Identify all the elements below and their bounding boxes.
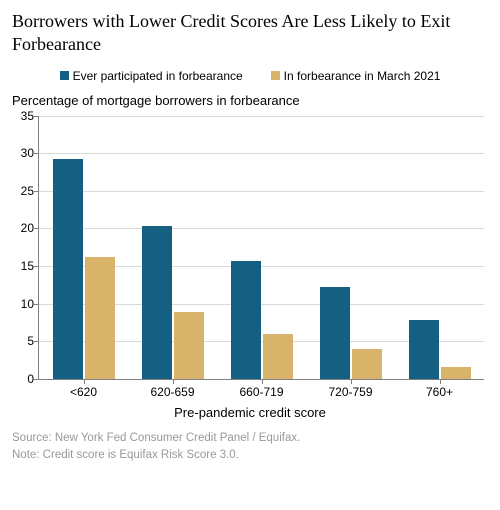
x-tick-label: 620-659 [150,385,194,399]
x-tick-label: 760+ [426,385,453,399]
source-line: Source: New York Fed Consumer Credit Pan… [12,430,488,447]
bar-series1 [320,287,350,379]
y-tick [34,379,39,380]
legend-label-1: Ever participated in forbearance [73,69,243,83]
gridline [39,228,484,229]
y-tick [34,341,39,342]
bar-series2 [174,312,204,379]
y-tick [34,228,39,229]
legend-label-2: In forbearance in March 2021 [284,69,441,83]
bar-series2 [352,349,382,378]
x-tick-label: <620 [70,385,97,399]
y-tick [34,116,39,117]
bar-series1 [409,320,439,379]
y-tick [34,153,39,154]
x-tick [84,379,85,384]
x-tick-label: 720-759 [328,385,372,399]
y-tick-label: 30 [12,146,34,160]
x-tick [262,379,263,384]
legend-item-1: Ever participated in forbearance [60,69,243,83]
bar-series1 [142,226,172,379]
x-tick [173,379,174,384]
y-tick-label: 0 [12,372,34,386]
legend-swatch-1 [60,71,69,80]
y-axis-title: Percentage of mortgage borrowers in forb… [12,93,488,108]
y-tick-label: 25 [12,184,34,198]
y-tick-label: 10 [12,297,34,311]
y-tick-label: 15 [12,259,34,273]
gridline [39,116,484,117]
plot-area: <620620-659660-719720-759760+ [38,116,484,380]
y-tick-label: 5 [12,334,34,348]
legend: Ever participated in forbearance In forb… [12,69,488,83]
x-tick [440,379,441,384]
x-tick [351,379,352,384]
bar-series1 [231,261,261,379]
x-tick-label: 660-719 [239,385,283,399]
legend-item-2: In forbearance in March 2021 [271,69,441,83]
y-tick-label: 35 [12,109,34,123]
footer: Source: New York Fed Consumer Credit Pan… [12,430,488,465]
bar-series2 [441,367,471,379]
y-tick [34,304,39,305]
gridline [39,191,484,192]
bar-series1 [53,159,83,379]
x-axis-label: Pre-pandemic credit score [174,405,326,420]
chart-title: Borrowers with Lower Credit Scores Are L… [12,10,488,57]
y-tick-label: 20 [12,221,34,235]
legend-swatch-2 [271,71,280,80]
chart: <620620-659660-719720-759760+ Pre-pandem… [12,112,488,422]
bar-series2 [85,257,115,379]
y-tick [34,266,39,267]
bar-series2 [263,334,293,378]
y-tick [34,191,39,192]
gridline [39,153,484,154]
note-line: Note: Credit score is Equifax Risk Score… [12,447,488,464]
